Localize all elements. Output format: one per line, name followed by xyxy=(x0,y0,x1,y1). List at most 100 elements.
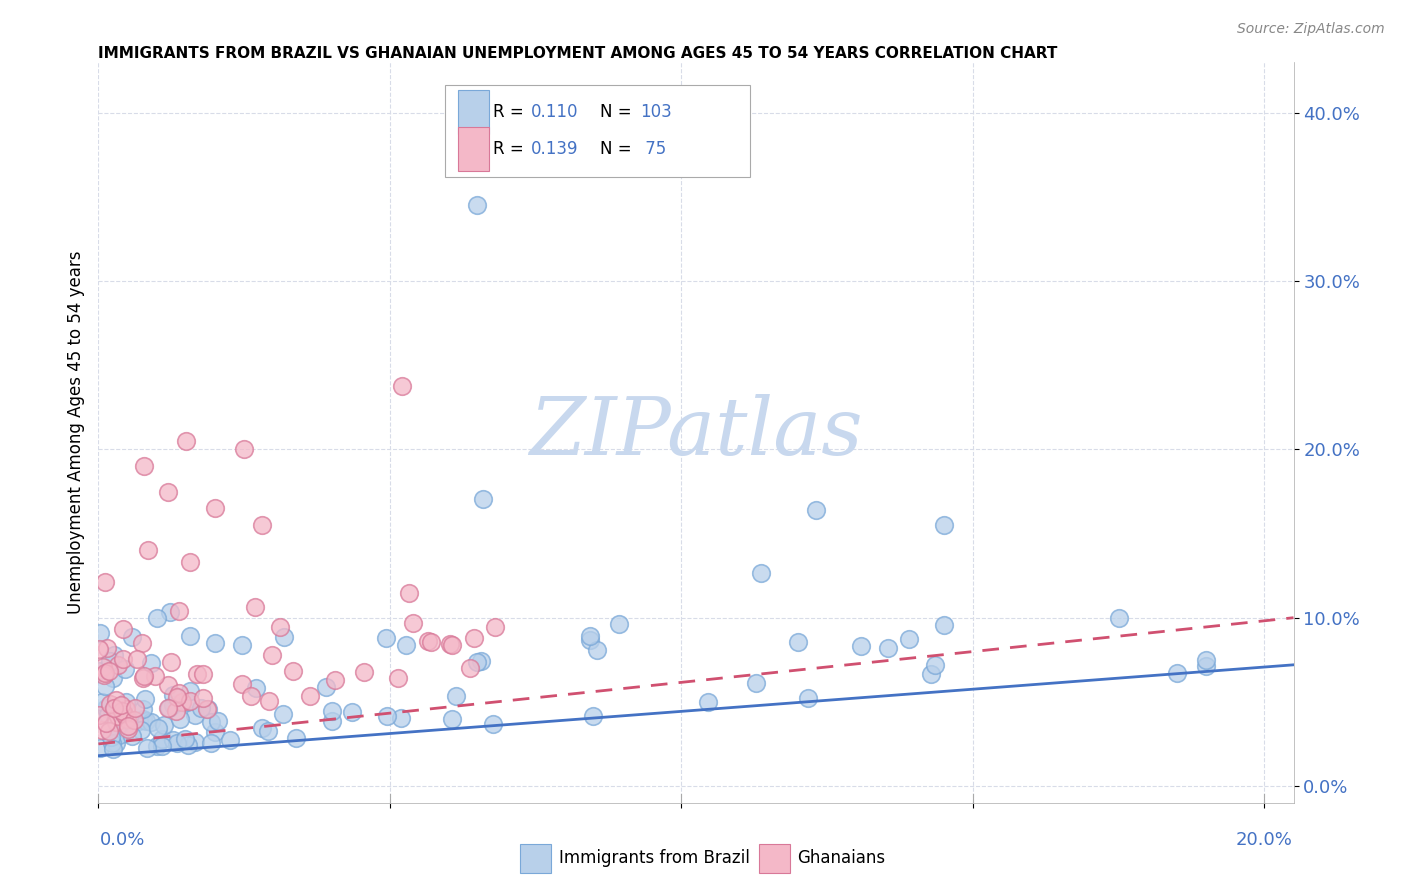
Point xyxy=(391,378,413,392)
Point xyxy=(200,736,222,750)
Point xyxy=(786,635,808,649)
Text: R =: R = xyxy=(494,103,529,121)
Point xyxy=(134,459,156,474)
Point xyxy=(97,665,120,679)
FancyBboxPatch shape xyxy=(458,90,489,134)
FancyBboxPatch shape xyxy=(759,844,790,873)
Point xyxy=(87,641,110,656)
Point xyxy=(1108,611,1130,625)
Point xyxy=(143,669,166,683)
Point xyxy=(167,685,190,699)
Point xyxy=(114,662,136,676)
Point xyxy=(387,671,409,685)
Text: N =: N = xyxy=(600,103,637,121)
Point xyxy=(250,518,273,533)
Point xyxy=(440,638,463,652)
FancyBboxPatch shape xyxy=(458,128,489,171)
Point xyxy=(162,698,184,713)
Point xyxy=(749,566,772,581)
Point xyxy=(132,671,155,685)
Point xyxy=(128,714,150,728)
Text: Source: ZipAtlas.com: Source: ZipAtlas.com xyxy=(1237,22,1385,37)
Point xyxy=(375,708,398,723)
Point xyxy=(139,715,162,730)
Point xyxy=(156,678,179,692)
Point xyxy=(107,709,129,723)
Text: N =: N = xyxy=(600,140,637,158)
Point xyxy=(169,712,191,726)
Point xyxy=(395,638,418,652)
Point xyxy=(256,723,278,738)
Point xyxy=(167,604,190,618)
Point xyxy=(90,723,112,737)
Point xyxy=(298,690,321,704)
Point xyxy=(112,706,135,721)
Point xyxy=(100,730,122,744)
Point xyxy=(101,671,124,685)
Point xyxy=(115,712,138,726)
Point xyxy=(136,741,159,756)
Point xyxy=(1195,658,1218,673)
Point xyxy=(91,695,114,709)
Point xyxy=(146,611,169,625)
Point xyxy=(96,715,118,730)
Point xyxy=(924,658,946,673)
Point xyxy=(321,704,343,718)
Point xyxy=(94,666,117,681)
Point xyxy=(340,705,363,719)
Point xyxy=(315,680,337,694)
Point xyxy=(467,655,489,669)
Point xyxy=(416,634,439,648)
Text: 0.139: 0.139 xyxy=(531,140,578,158)
Point xyxy=(200,714,222,729)
Point xyxy=(91,659,114,673)
Point xyxy=(257,694,280,708)
Point xyxy=(897,632,920,646)
Point xyxy=(136,543,159,558)
Point xyxy=(204,501,226,516)
Text: Immigrants from Brazil: Immigrants from Brazil xyxy=(558,849,749,867)
Text: Ghanaians: Ghanaians xyxy=(797,849,886,867)
Text: 75: 75 xyxy=(640,140,666,158)
Point xyxy=(132,669,155,683)
Point xyxy=(745,676,768,690)
Point xyxy=(482,716,505,731)
Point xyxy=(582,709,605,723)
Point xyxy=(281,664,304,678)
Point xyxy=(402,615,425,630)
Point xyxy=(375,631,398,645)
Point xyxy=(131,702,153,716)
Point xyxy=(157,701,180,715)
Point xyxy=(131,723,153,738)
Point xyxy=(233,442,256,457)
Text: 20.0%: 20.0% xyxy=(1236,831,1292,849)
Point xyxy=(190,701,212,715)
Point xyxy=(112,706,135,721)
Point xyxy=(134,692,156,706)
Point xyxy=(159,605,181,619)
Point xyxy=(150,739,173,754)
Point xyxy=(110,704,132,718)
Point xyxy=(245,599,267,614)
Point xyxy=(231,677,253,691)
Point xyxy=(1195,653,1218,667)
Point xyxy=(97,708,120,723)
Point xyxy=(115,702,138,716)
Point xyxy=(446,689,468,703)
Point xyxy=(271,706,294,721)
Point xyxy=(420,634,443,648)
Point xyxy=(586,642,609,657)
Point xyxy=(398,586,420,600)
Point xyxy=(179,694,201,708)
Point xyxy=(219,733,242,747)
Point xyxy=(849,639,872,653)
Point xyxy=(177,738,200,752)
Point xyxy=(877,641,900,656)
Point xyxy=(195,702,218,716)
Point xyxy=(204,724,226,739)
Point xyxy=(157,484,180,499)
Point xyxy=(179,683,201,698)
Point xyxy=(112,651,135,665)
Point xyxy=(458,661,481,675)
Point xyxy=(166,690,188,704)
